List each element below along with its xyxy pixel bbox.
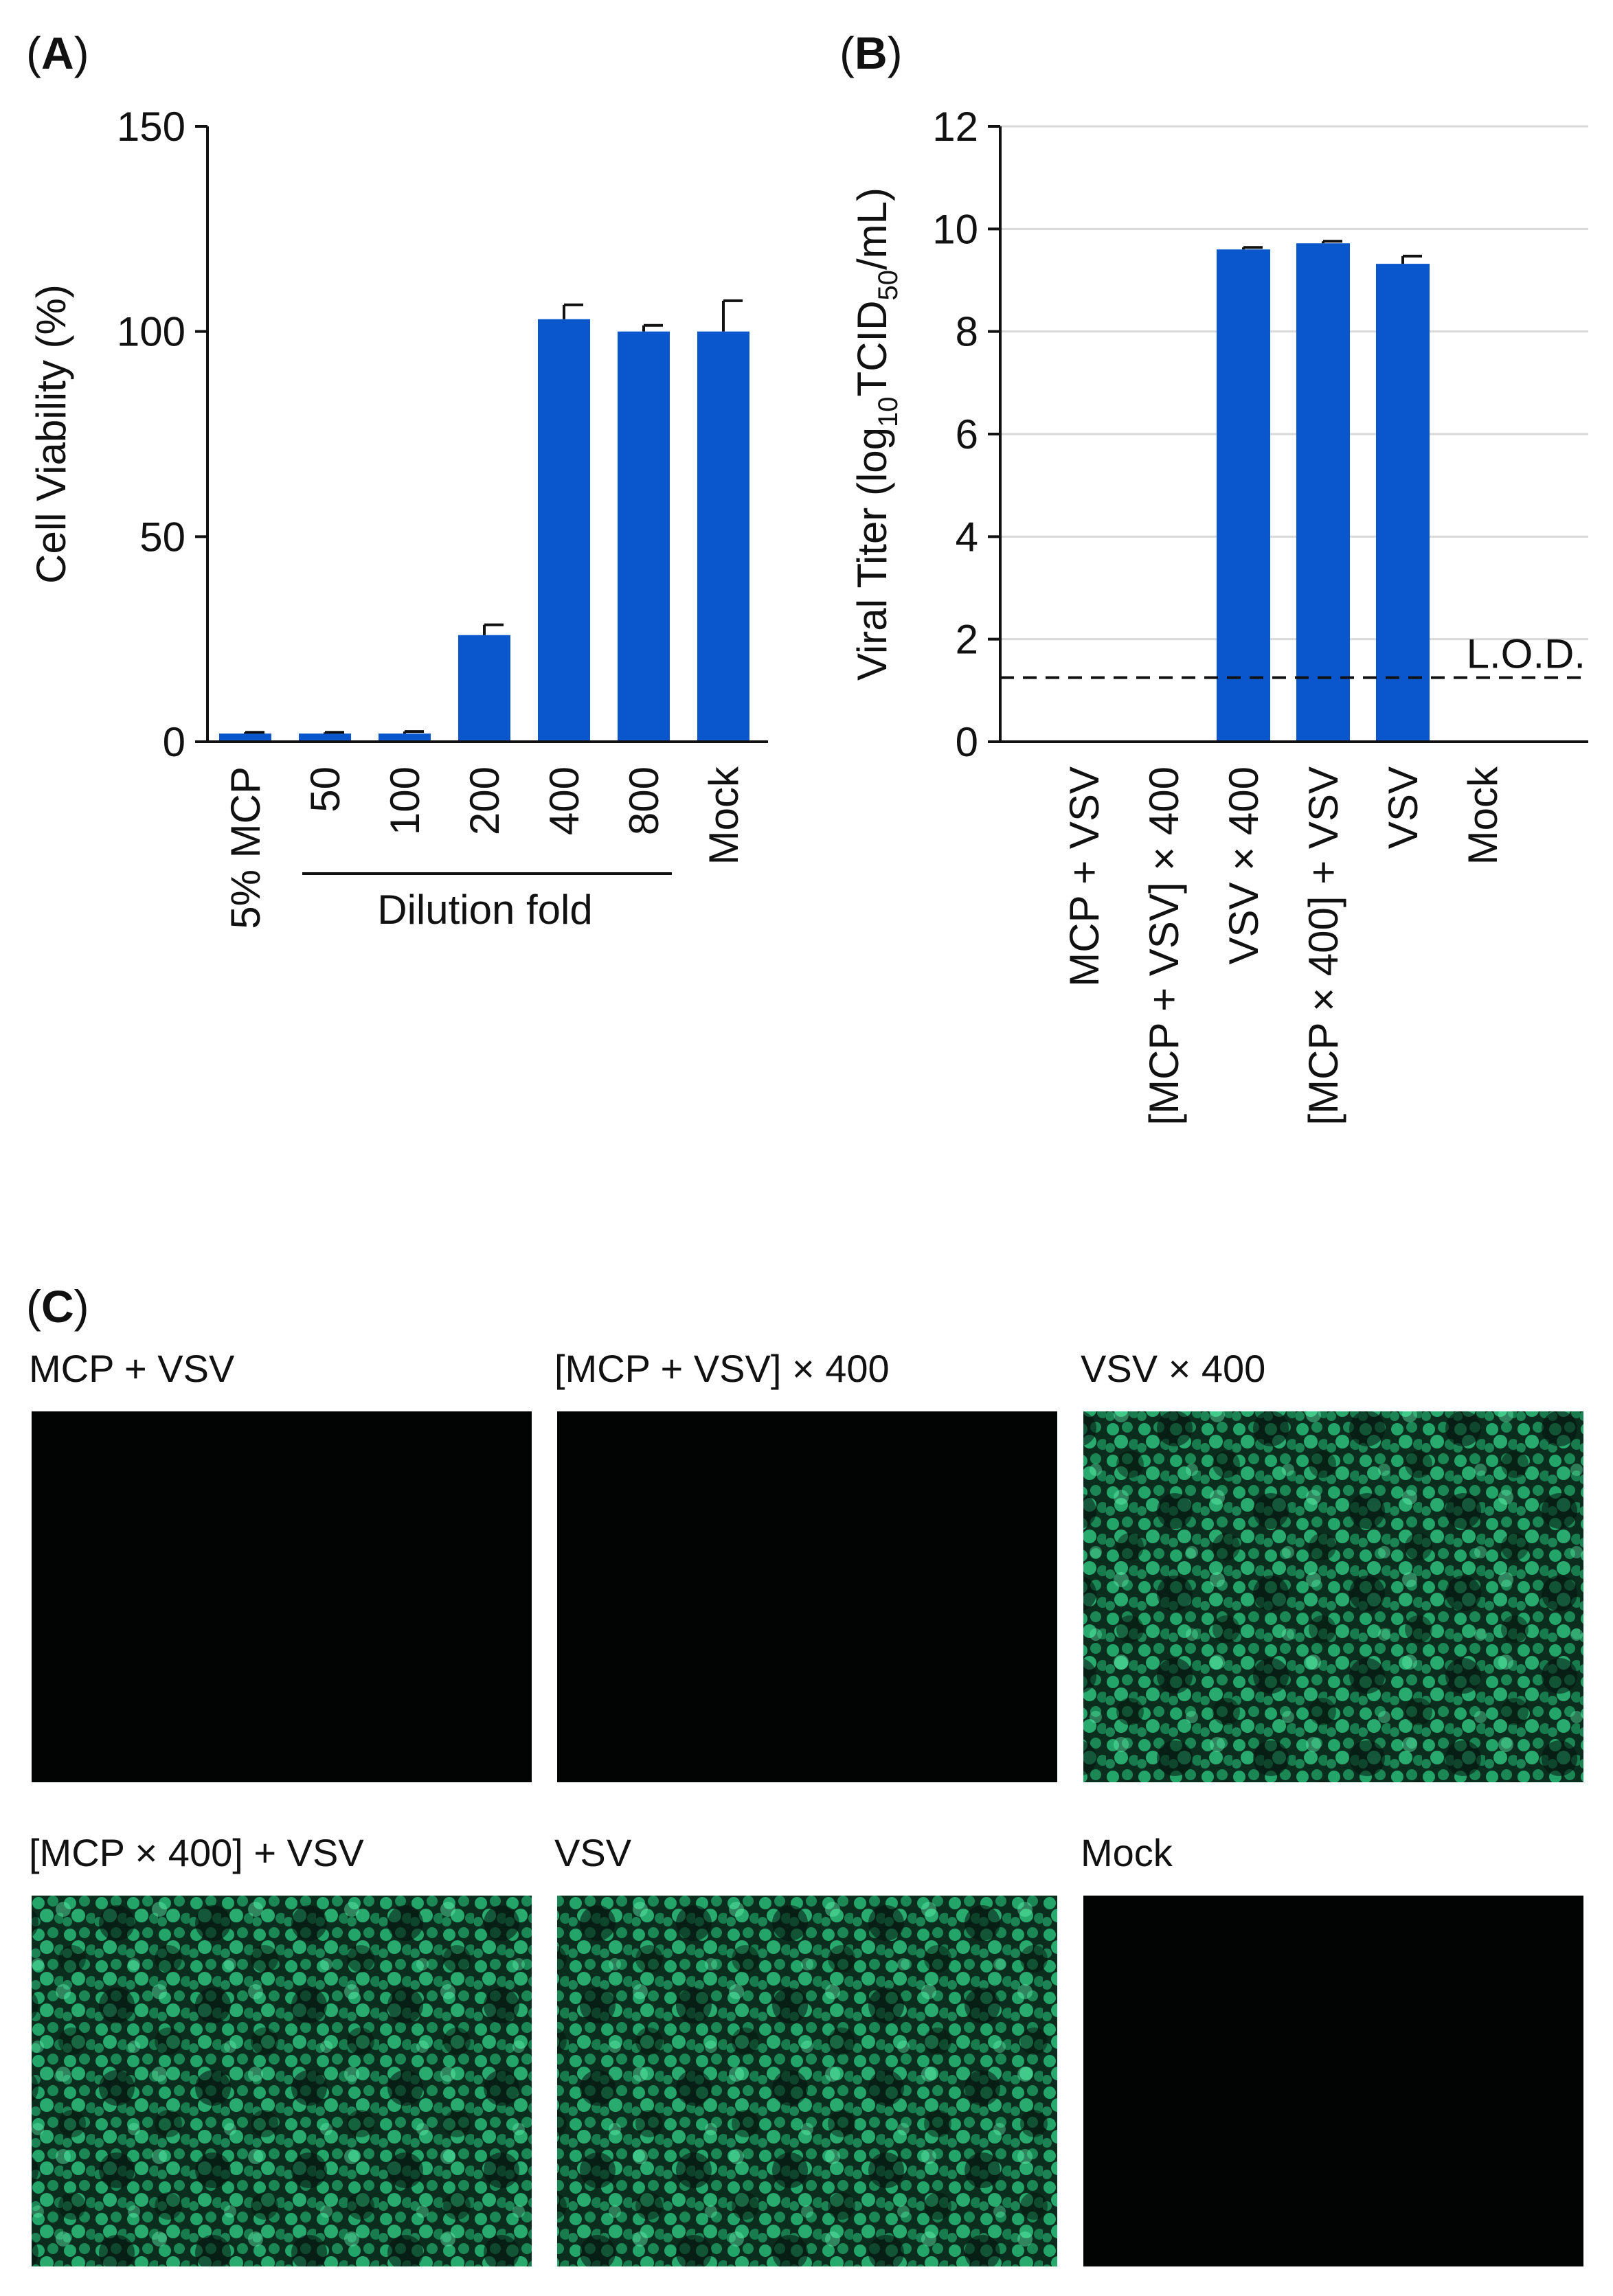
x-tick-label: 800: [621, 766, 667, 835]
micrograph-grid: MCP + VSV [MCP + VSV] × 400 VSV × 400 [MCP …: [29, 1347, 1583, 2266]
y-tick-label: 0: [163, 719, 185, 765]
micrograph-caption: [MCP + VSV] × 400: [554, 1347, 890, 1390]
x-tick-label: 50: [302, 766, 348, 812]
x-tick-label: 400: [541, 766, 587, 835]
micrograph-texture: [557, 1896, 1057, 2266]
x-tick-label: [MCP + VSV] × 400: [1141, 766, 1187, 1126]
panel-a-letter-bold: A: [41, 27, 74, 78]
y-axis-title-part: TCID: [849, 300, 895, 396]
micrograph-image: [32, 1411, 532, 1782]
y-tick-label: 100: [117, 309, 185, 355]
y-tick-label: 2: [956, 617, 978, 663]
y-axis-title: Cell Viability (%): [28, 284, 74, 584]
micrograph-caption: [MCP × 400] + VSV: [29, 1831, 364, 1874]
y-tick-label: 150: [117, 104, 185, 150]
bar-3: [1296, 243, 1350, 742]
bar-5: [618, 331, 670, 742]
x-tick-label: MCP + VSV: [1061, 766, 1107, 987]
x-tick-label: 100: [382, 766, 428, 835]
micrograph-caption: VSV × 400: [1081, 1347, 1265, 1390]
x-tick-label: [MCP × 400] + VSV: [1300, 766, 1346, 1126]
bar-2: [379, 734, 431, 742]
lod-label: L.O.D.: [1467, 631, 1586, 677]
micrograph-caption: Mock: [1081, 1831, 1173, 1874]
y-tick-label: 0: [956, 719, 978, 765]
y-tick-label: 6: [956, 411, 978, 457]
y-axis-title-subscript: 50: [873, 270, 903, 301]
micrograph-image: [1083, 1896, 1583, 2266]
micrograph-texture: [1083, 1411, 1583, 1782]
x-tick-label: 5% MCP: [223, 766, 269, 929]
y-tick-label: 4: [956, 514, 978, 560]
bar-4: [538, 319, 590, 742]
y-axis-title-part: /mL): [849, 187, 895, 270]
panel-a-letter: (A): [26, 27, 89, 78]
y-axis-title-subscript: 10: [873, 396, 903, 427]
bar-6: [697, 331, 749, 742]
bar-3: [458, 635, 510, 742]
panel-c-letter-bold: C: [41, 1281, 74, 1332]
bar-2: [1217, 249, 1270, 742]
bar-1: [299, 734, 351, 742]
x-tick-label: VSV: [1380, 766, 1426, 849]
panel-c-letter: (C): [26, 1281, 89, 1332]
bar-0: [219, 734, 271, 742]
y-axis-title-part: Viral Titer (log: [849, 427, 895, 681]
y-axis-title: Viral Titer (log10TCID50/mL): [849, 187, 903, 681]
x-axis-title: Dilution fold: [377, 887, 593, 933]
y-tick-label: 12: [932, 104, 978, 150]
chart-b: 0 2 4 6 8 10 12 MCP + VSV [MCP + VSV] × 400 VSV ×…: [849, 104, 1588, 1126]
panel-b-letter-bold: B: [855, 27, 888, 78]
y-tick-label: 50: [139, 514, 185, 560]
panel-b-letter: (B): [839, 27, 903, 78]
x-tick-label: Mock: [701, 766, 747, 865]
x-tick-label: Mock: [1460, 766, 1506, 865]
x-tick-label: VSV × 400: [1221, 766, 1267, 965]
micrograph-image: [557, 1411, 1057, 1782]
chart-a: 0 50 100 150 5% MCP 50 100 200 400 800 Mock Cell Vi…: [28, 104, 768, 933]
y-tick-label: 8: [956, 309, 978, 355]
micrograph-texture: [32, 1896, 532, 2266]
bar-4: [1376, 264, 1430, 742]
micrograph-caption: MCP + VSV: [29, 1347, 235, 1390]
x-tick-label: 200: [462, 766, 508, 835]
micrograph-caption: VSV: [554, 1831, 632, 1874]
y-tick-label: 10: [932, 206, 978, 252]
